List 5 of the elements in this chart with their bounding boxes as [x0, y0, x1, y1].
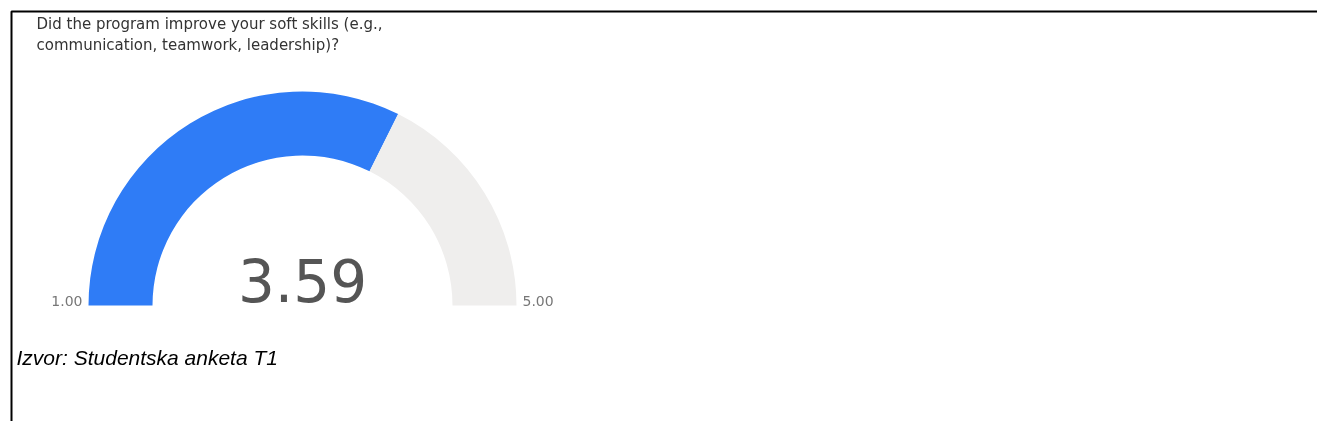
- text: 3.59: [237, 247, 368, 316]
- text: 5.00: [522, 292, 554, 309]
- chart-title: Did the program improve your soft skills (e.g., communication, teamwork, leadership)?: [36, 14, 383, 54]
- text: 1.00: [51, 292, 83, 309]
- text: Izvor: Studentska anketa T1: [16, 346, 278, 369]
